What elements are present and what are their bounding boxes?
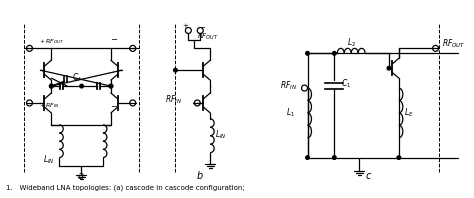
Circle shape [387, 67, 391, 70]
Text: $L_E$: $L_E$ [404, 107, 413, 119]
Text: $L_{IN}$: $L_{IN}$ [43, 154, 55, 166]
Circle shape [49, 84, 53, 88]
Circle shape [397, 156, 401, 159]
Text: $-$: $-$ [199, 24, 206, 30]
Circle shape [306, 51, 310, 55]
Text: $C_f$: $C_f$ [72, 71, 82, 84]
Text: $b$: $b$ [196, 169, 204, 181]
Circle shape [109, 84, 113, 88]
Text: $RF_{OUT}$: $RF_{OUT}$ [442, 37, 465, 50]
Circle shape [80, 84, 83, 88]
Circle shape [109, 84, 113, 88]
Text: $+\,RF_{OUT}$: $+\,RF_{OUT}$ [39, 37, 65, 46]
Text: $+\,RF_{IN}$: $+\,RF_{IN}$ [39, 101, 60, 110]
Text: $a$: $a$ [77, 171, 85, 181]
Text: $RF_{OUT}$: $RF_{OUT}$ [197, 31, 219, 42]
Text: $L_2$: $L_2$ [346, 36, 356, 49]
Text: $-$: $-$ [110, 100, 118, 109]
Text: $c$: $c$ [365, 171, 373, 181]
Text: $RF_{IN}$: $RF_{IN}$ [165, 94, 182, 107]
Text: $C_1$: $C_1$ [341, 77, 351, 89]
Text: $L_1$: $L_1$ [286, 107, 296, 119]
Text: $L_{IN}$: $L_{IN}$ [215, 129, 227, 141]
Circle shape [333, 51, 336, 55]
Text: $RF_{IN}$: $RF_{IN}$ [281, 79, 298, 92]
Text: $-$: $-$ [110, 33, 118, 42]
Circle shape [49, 84, 53, 88]
Text: 1.   Wideband LNA topologies: (a) cascode in cascode configuration;: 1. Wideband LNA topologies: (a) cascode … [6, 185, 245, 191]
Text: $+$: $+$ [182, 22, 189, 30]
Circle shape [333, 156, 336, 159]
Circle shape [173, 69, 177, 72]
Circle shape [306, 156, 310, 159]
